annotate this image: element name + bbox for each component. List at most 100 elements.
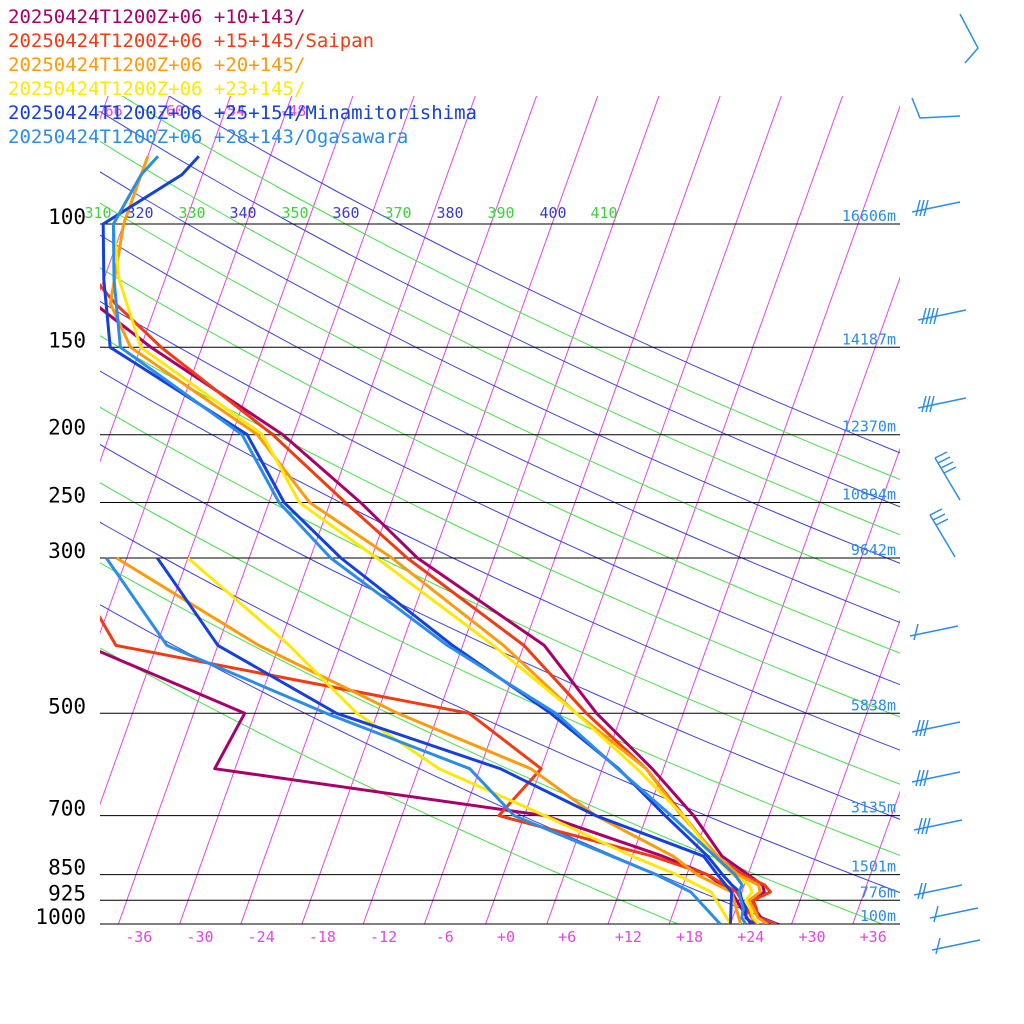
pressure-label: 500: [48, 694, 86, 718]
temperature-profile: [101, 155, 755, 924]
isotherm-upper-label: -60: [157, 102, 184, 120]
temperature-tick-label: -18: [309, 928, 336, 946]
theta-line: [100, 335, 900, 718]
isotherm-line: [100, 96, 170, 292]
temperature-tick-label: -6: [436, 928, 454, 946]
pressure-label: 850: [48, 856, 86, 880]
legend-entry: 20250424T1200Z+06 +28+143/Ogasawara: [8, 126, 408, 148]
isotherm-line: [117, 96, 415, 924]
theta-label: 320: [126, 204, 153, 222]
theta-line: [100, 202, 900, 594]
wind-barb-icon: [911, 769, 961, 787]
legend: 20250424T1200Z+06 +10+143/20250424T1200Z…: [8, 6, 477, 148]
wind-barb-icon: [913, 817, 963, 835]
height-label: 10894m: [842, 486, 896, 504]
temperature-profile: [111, 155, 761, 924]
isotherm-upper-label: -48: [279, 102, 306, 120]
theta-line: [100, 110, 900, 508]
height-label: 100m: [860, 907, 896, 925]
isotherm-line: [852, 790, 900, 924]
theta-label: 410: [590, 204, 617, 222]
isotherm-line: [301, 96, 599, 924]
theta-label: 310: [84, 204, 111, 222]
theta-line: [100, 267, 900, 654]
height-label: 16606m: [842, 207, 896, 225]
theta-line: [100, 234, 900, 624]
temperature-tick-label: +6: [558, 928, 576, 946]
wind-barb-icon: [911, 199, 961, 217]
dewpoint-profile: [186, 556, 732, 924]
theta-label: 370: [384, 204, 411, 222]
temperature-tick-label: -12: [370, 928, 397, 946]
wind-barb-icon: [929, 508, 956, 558]
height-label: 12370m: [842, 418, 896, 436]
temperature-profile: [100, 283, 777, 924]
pressure-label: 100: [48, 205, 86, 229]
wind-barb-icon: [931, 937, 981, 955]
temperature-tick-label: +36: [860, 928, 887, 946]
dewpoint-profile: [105, 557, 722, 924]
theta-label: 400: [539, 204, 566, 222]
theta-label: 360: [332, 204, 359, 222]
theta-line: [100, 406, 900, 785]
temperature-tick-label: +24: [737, 928, 764, 946]
theta-line: [121, 96, 900, 481]
temperature-tick-label: +12: [615, 928, 642, 946]
legend-entry: 20250424T1200Z+06 +10+143/: [8, 6, 305, 28]
wind-barb-icon: [913, 882, 963, 900]
isotherm-line: [423, 96, 721, 924]
isotherm-line: [485, 96, 782, 924]
pressure-label: 150: [48, 328, 86, 352]
wind-barb-icon: [917, 395, 967, 413]
temperature-tick-label: -24: [248, 928, 275, 946]
isotherm-upper-label: -66: [96, 102, 123, 120]
theta-line: [100, 140, 900, 536]
isotherm-line: [729, 447, 900, 924]
wind-barb-icon: [934, 451, 961, 501]
temperature-profile: [108, 155, 768, 924]
wind-barb-icon: [911, 97, 961, 119]
isotherm-line: [362, 96, 660, 924]
theta-line: [100, 443, 900, 820]
height-label: 9642m: [851, 541, 896, 559]
theta-label: 350: [281, 204, 308, 222]
temperature-tick-label: +0: [497, 928, 515, 946]
theta-label: 330: [178, 204, 205, 222]
legend-entry: 20250424T1200Z+06 +25+154/Minamitorishim…: [8, 102, 477, 124]
theta-label: 380: [436, 204, 463, 222]
isotherm-line: [546, 96, 844, 924]
pressure-label: 925: [48, 881, 86, 905]
pressure-label: 300: [48, 539, 86, 563]
isotherm-line: [100, 96, 354, 806]
legend-entry: 20250424T1200Z+06 +23+145/: [8, 78, 305, 100]
pressure-label: 200: [48, 416, 86, 440]
isotherm-line: [100, 96, 232, 463]
isotherm-line: [668, 276, 900, 924]
isotherm-line: [179, 96, 476, 924]
height-label: 776m: [860, 883, 896, 901]
dewpoint-profile: [156, 557, 734, 924]
theta-line: [100, 647, 680, 924]
isotherm-line: [909, 69, 1024, 939]
wind-barb-icon: [917, 307, 967, 325]
isotherm-line: [240, 96, 538, 924]
wind-barb-icon: [909, 623, 959, 641]
pressure-label: 700: [48, 797, 86, 821]
background-grid: [100, 69, 1024, 939]
axis-labels: 100 16606m 150 14187m 200 12370m 250 10894m 300 9…: [35, 102, 896, 946]
temperature-tick-label: +30: [798, 928, 825, 946]
wind-barb-icon: [929, 905, 979, 923]
legend-entry: 20250424T1200Z+06 +15+145/Saipan: [8, 30, 374, 52]
legend-entry: 20250424T1200Z+06 +20+145/: [8, 54, 305, 76]
temperature-tick-label: -30: [186, 928, 213, 946]
height-label: 5838m: [851, 696, 896, 714]
sounding-profiles: [100, 155, 777, 924]
wind-barbs: [909, 13, 981, 955]
theta-line: [100, 521, 900, 894]
temperature-tick-label: -36: [125, 928, 152, 946]
theta-line: [100, 562, 884, 924]
isotherm-upper-label: -54: [218, 102, 245, 120]
isotherm-line: [100, 96, 293, 635]
isobar-lines: [100, 223, 900, 925]
